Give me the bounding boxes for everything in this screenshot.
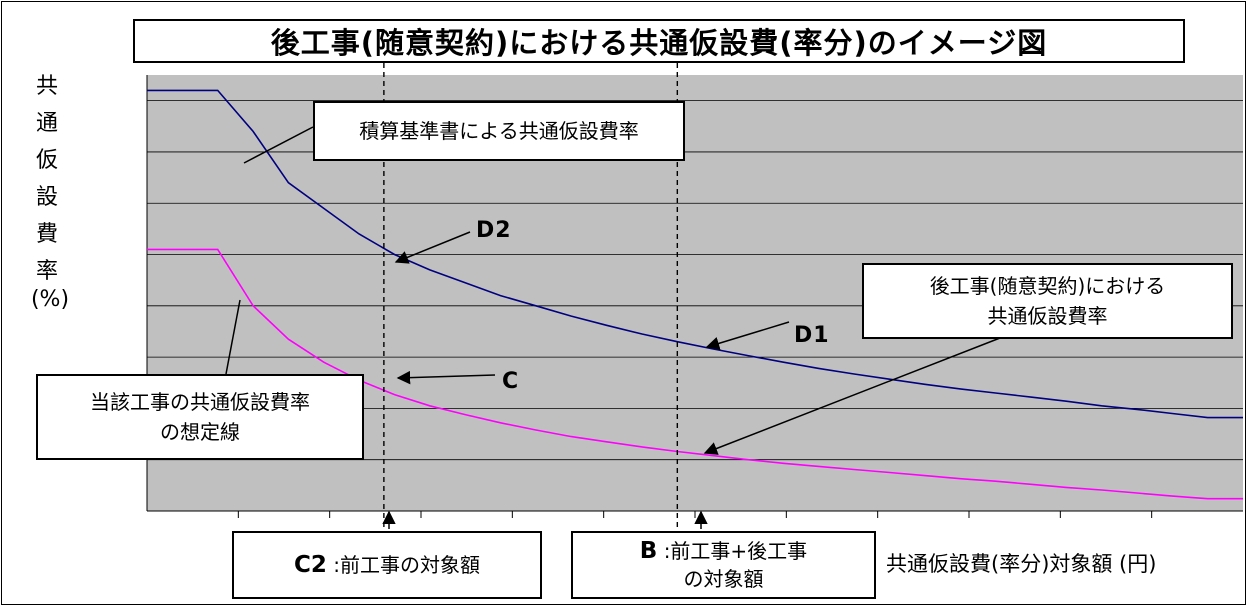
- callout-assumed-line: 当該工事の共通仮設費率 の想定線: [36, 374, 364, 460]
- callout-afterwork-line1: 後工事(随意契約)における: [929, 274, 1166, 298]
- xbox-c2: C2 :前工事の対象額: [232, 531, 542, 599]
- arrow-d1: [705, 321, 790, 350]
- xbox-b-key: B: [639, 538, 658, 564]
- leader-standard-rate: [243, 126, 314, 164]
- callout-assumed-line2: の想定線: [160, 420, 240, 444]
- y-axis-label: 共 通 仮 設 費 率: [32, 68, 62, 290]
- marker-d2: D2: [476, 218, 512, 243]
- xbox-c2-key: C2: [294, 552, 327, 578]
- y-label-char: 費: [35, 222, 58, 247]
- y-axis-unit: (%): [30, 287, 70, 312]
- callout-afterwork-line2: 共通仮設費率: [987, 304, 1108, 328]
- leader-assumed-line: [225, 299, 241, 375]
- arrow-c: [396, 370, 496, 385]
- chart-title: 後工事(随意契約)における共通仮設費(率分)のイメージ図: [133, 19, 1185, 63]
- xbox-c2-text: :前工事の対象額: [333, 553, 480, 577]
- arrow-d2: [394, 231, 471, 264]
- callout-standard-rate: 積算基準書による共通仮設費率: [313, 101, 685, 161]
- xbox-b-text2: の対象額: [683, 567, 764, 591]
- y-label-char: 仮: [35, 148, 58, 173]
- y-label-char: 共: [35, 74, 58, 99]
- xbox-b-text1: :前工事+後工事: [663, 539, 808, 563]
- y-label-char: 率: [35, 259, 58, 284]
- x-axis-label: 共通仮設費(率分)対象額 (円): [886, 552, 1157, 576]
- arrow-afterwork: [703, 337, 1001, 455]
- series-assumed-rate-line: [147, 248, 1243, 500]
- y-label-char: 通: [35, 111, 58, 136]
- callout-assumed-line1: 当該工事の共通仮設費率: [90, 390, 310, 414]
- y-label-char: 設: [35, 185, 58, 210]
- callout-afterwork-rate: 後工事(随意契約)における 共通仮設費率: [862, 263, 1233, 339]
- series-standard-rate-line: [147, 89, 1243, 419]
- marker-d1: D1: [794, 323, 830, 348]
- xbox-b: B :前工事+後工事 の対象額: [571, 531, 876, 599]
- marker-c: C: [502, 369, 520, 394]
- callout-standard-rate-text: 積算基準書による共通仮設費率: [359, 119, 639, 143]
